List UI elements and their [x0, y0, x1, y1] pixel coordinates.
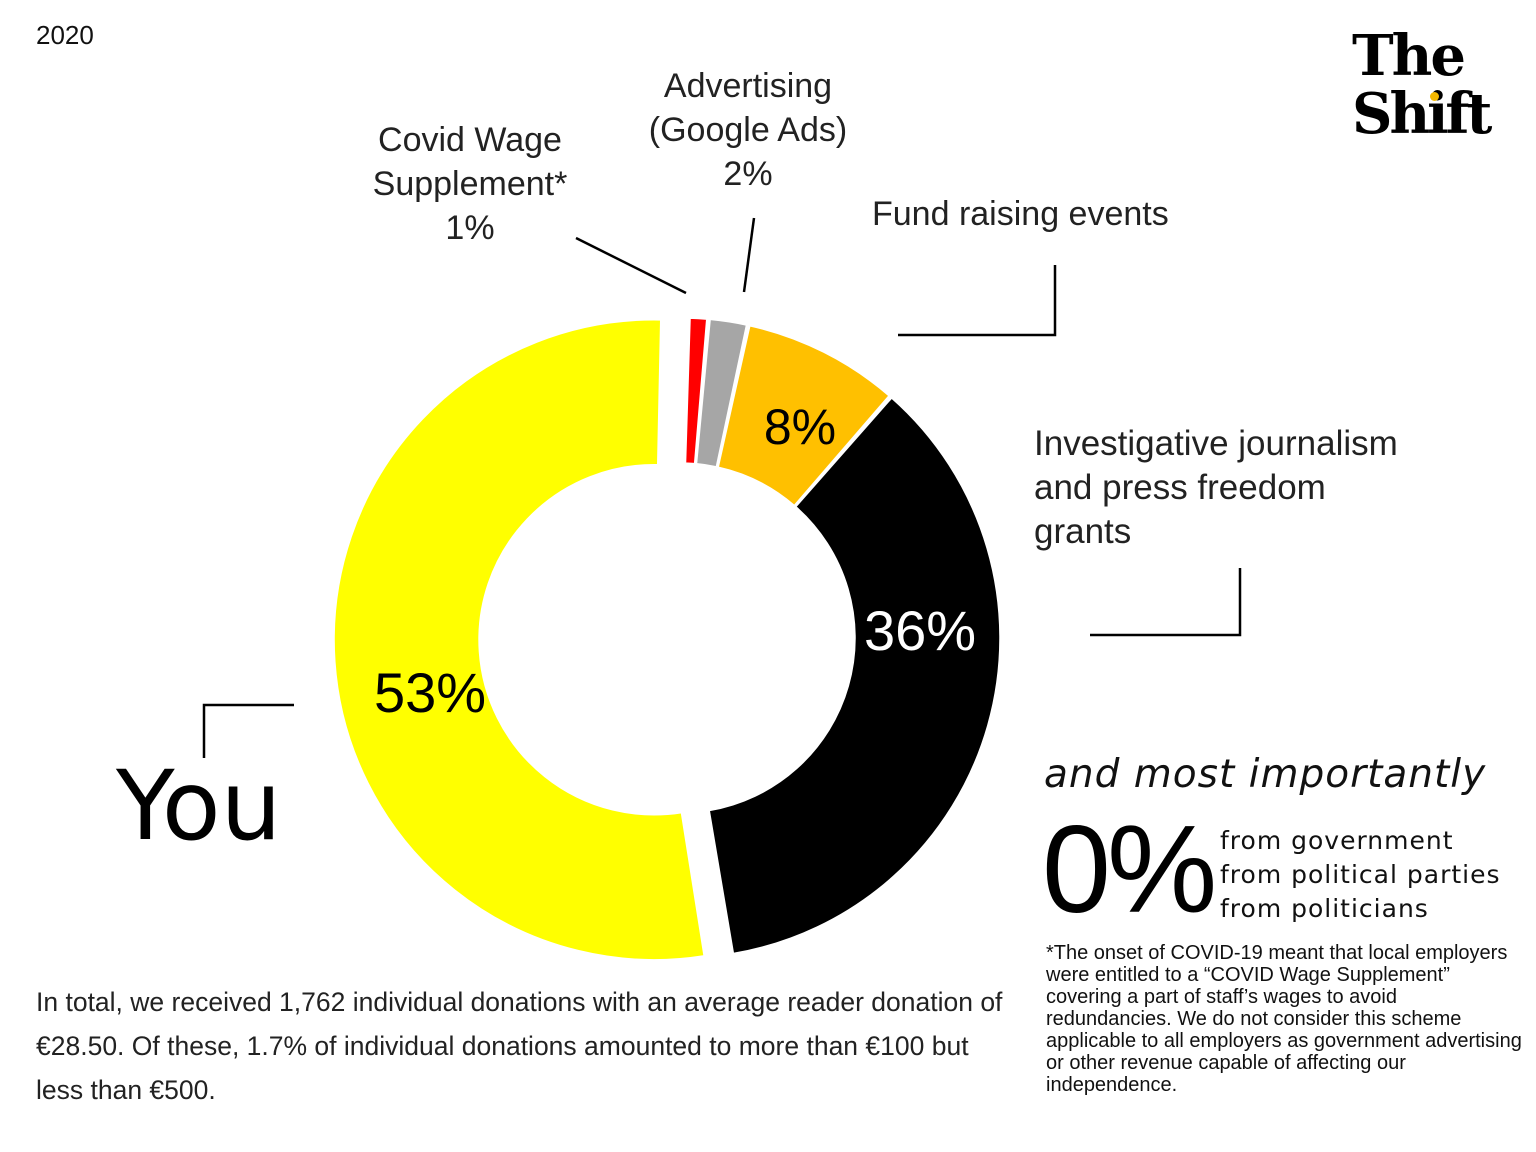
zero-percent: 0%: [1042, 801, 1217, 939]
leader-you: [202, 703, 294, 758]
donut-slice-advertising-google-ads: [695, 318, 748, 468]
donut-slice-fund-raising-events: [717, 324, 891, 507]
source-item: from government: [1220, 826, 1454, 855]
the-shift-logo: The Shift: [1352, 28, 1492, 158]
label-you: You: [116, 750, 282, 862]
label-grants-line-2: and press freedom: [1034, 468, 1326, 507]
source-item: from political parties: [1220, 860, 1501, 889]
excluded-sources-list: from government from political parties f…: [1220, 824, 1501, 926]
label-covid-pct: 1%: [445, 209, 495, 247]
logo-dot: [1430, 92, 1439, 101]
leader-covid: [575, 236, 687, 295]
logo-line-2: Shift: [1352, 81, 1492, 147]
label-adv-line-2: (Google Ads): [648, 111, 848, 149]
leader-lines: [202, 217, 1242, 758]
leader-advertising: [742, 217, 756, 293]
label-grants-line-1: Investigative journalism: [1034, 424, 1398, 463]
year-label: 2020: [36, 20, 94, 50]
label-covid-wage-supplement: Covid Wage Supplement* 1%: [330, 118, 610, 250]
label-adv-pct: 2%: [723, 155, 773, 193]
leader-grants: [1090, 568, 1242, 637]
importantly-title: and most importantly: [1044, 752, 1487, 797]
donation-summary: In total, we received 1,762 individual d…: [36, 987, 1003, 1105]
logo-line-1: The: [1352, 23, 1466, 89]
donut-slice-investigative-journalism-and-press-freedom-grants: [708, 396, 1001, 955]
label-covid-line-2: Supplement*: [372, 165, 568, 203]
source-item: from politicians: [1220, 894, 1429, 923]
label-grants: Investigative journalism and press freed…: [1034, 422, 1494, 554]
label-advertising: Advertising (Google Ads) 2%: [608, 64, 888, 196]
donut-slice-you: [333, 319, 705, 961]
label-adv-line-1: Advertising: [663, 67, 833, 105]
label-covid-line-1: Covid Wage: [378, 121, 562, 159]
label-grants-line-3: grants: [1034, 512, 1132, 551]
footnote: *The onset of COVID-19 meant that local …: [1046, 942, 1522, 1096]
slice-label-you: 53%: [374, 661, 486, 724]
label-fund-raising-events: Fund raising events: [872, 195, 1169, 233]
donut-slice-covid-wage-supplement: [684, 317, 708, 465]
donut-slices: [333, 317, 1001, 961]
slice-label-fund: 8%: [764, 399, 836, 455]
leader-fund: [898, 265, 1057, 337]
slice-label-grants: 36%: [864, 599, 976, 662]
